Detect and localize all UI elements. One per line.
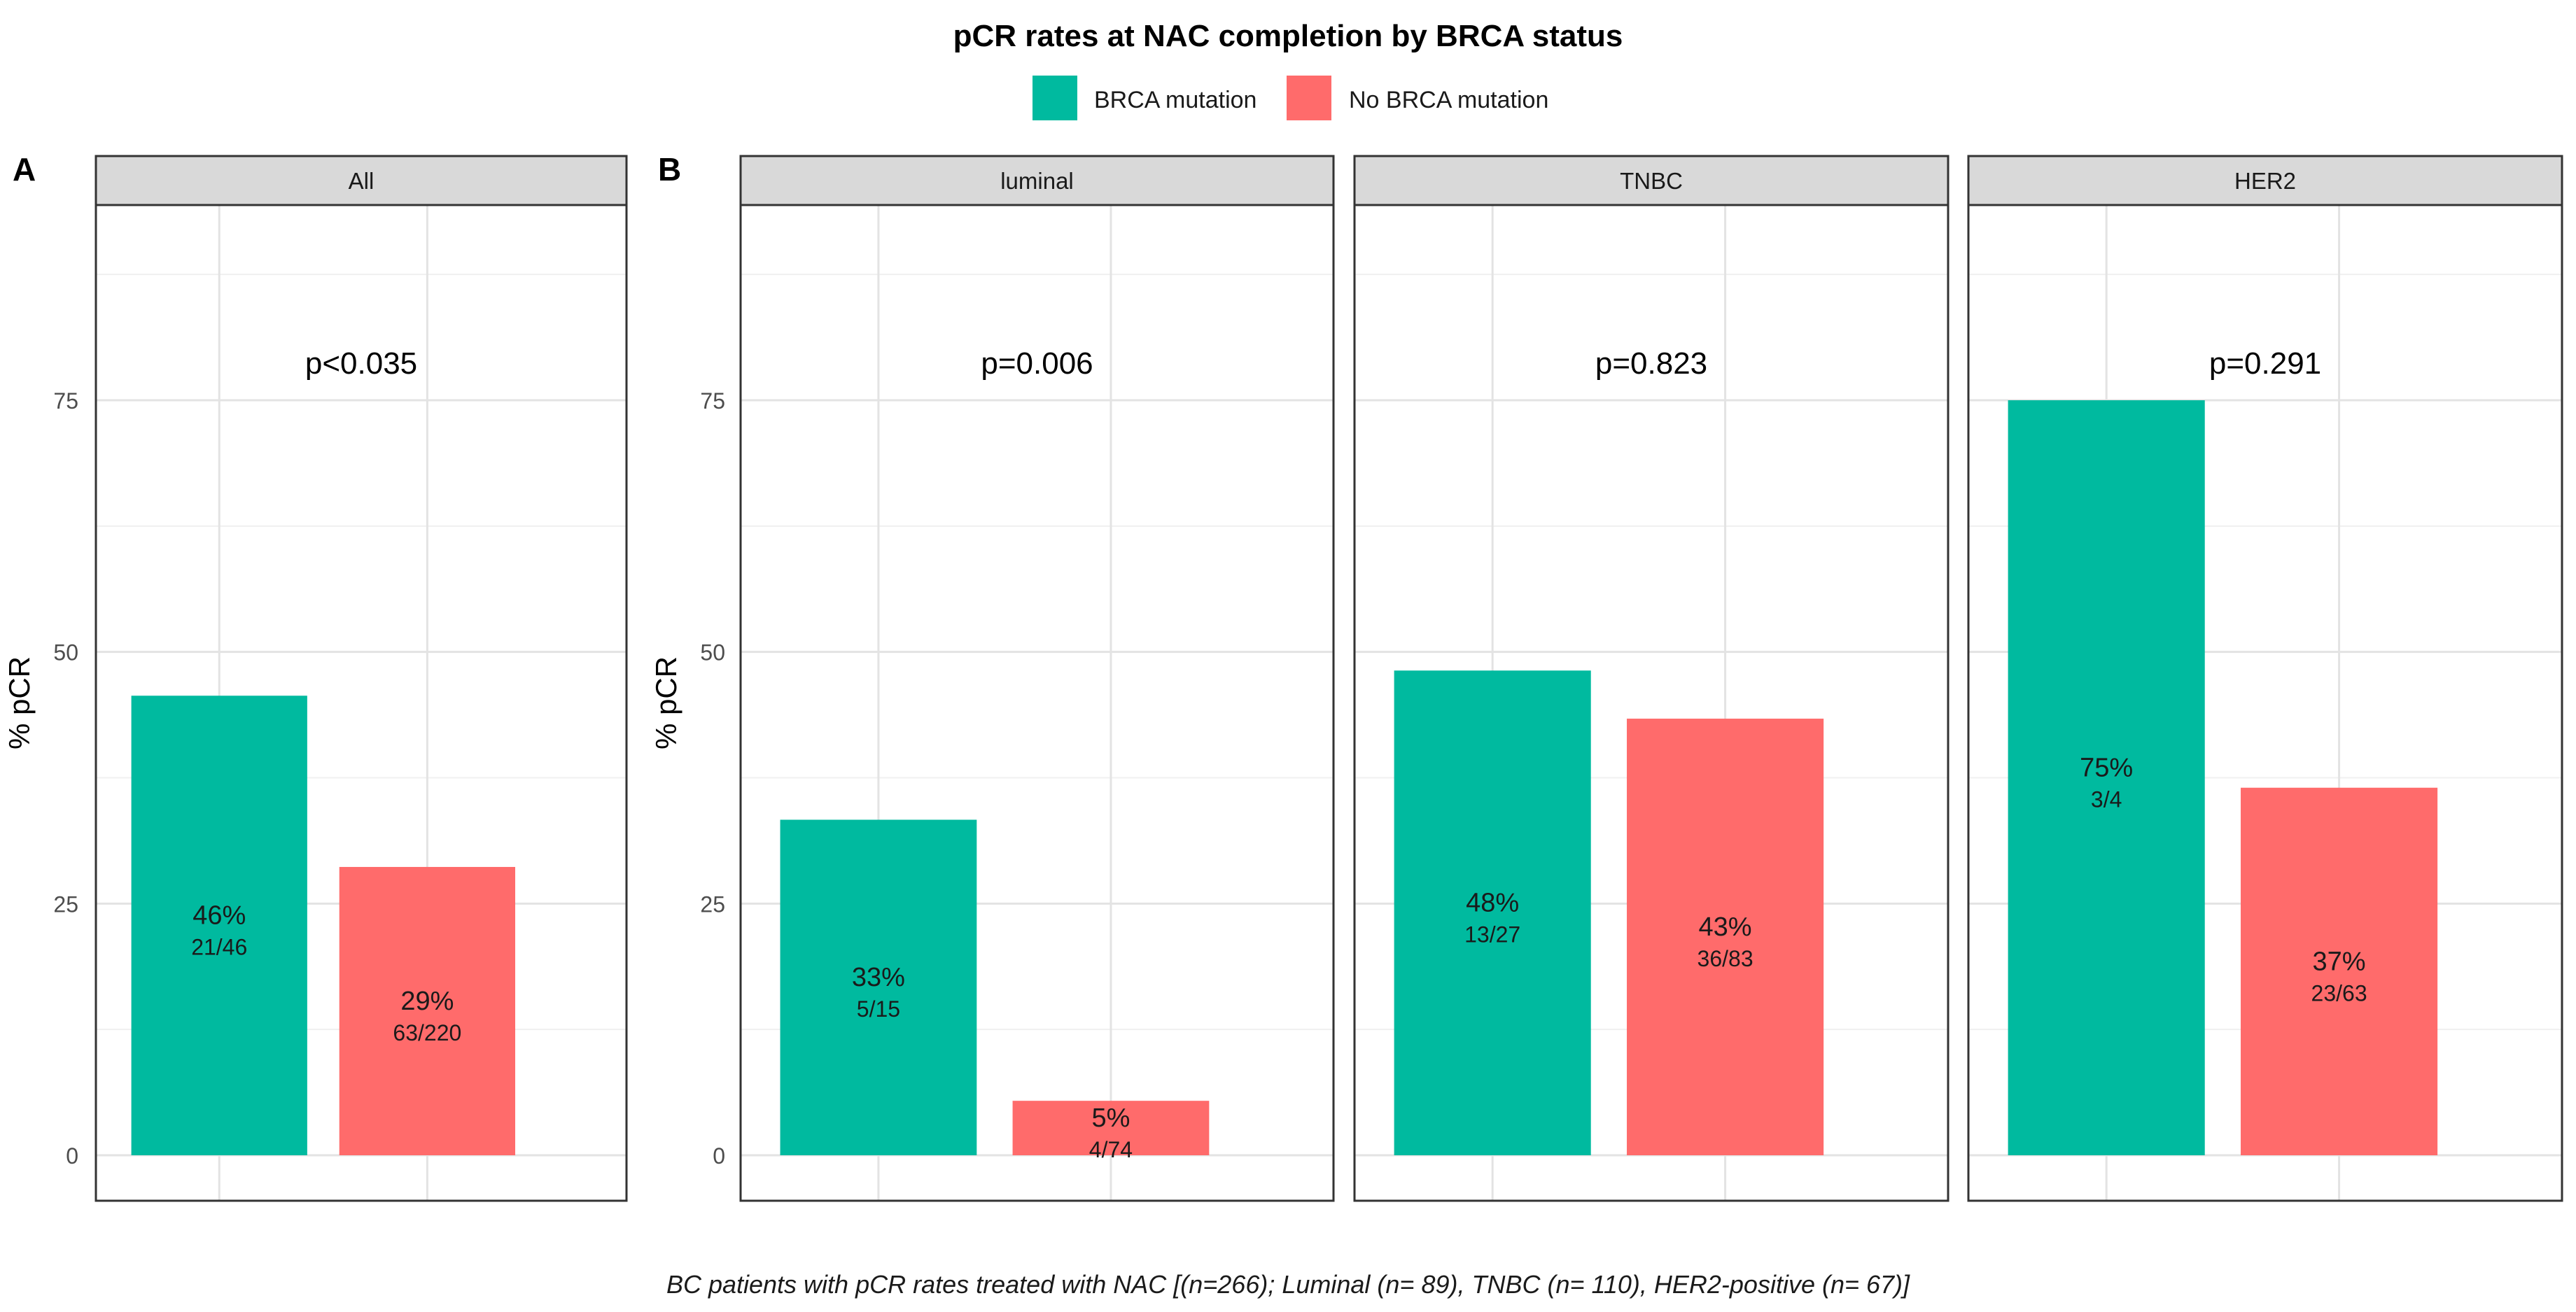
facet-border [739,204,1335,1202]
bar-frac-label: 63/220 [393,1020,461,1045]
bar-frac-label: 23/63 [2311,980,2367,1006]
facet-border [94,204,628,1202]
facet-strip-label: TNBC [1620,168,1683,194]
bar-pct-label: 33% [852,963,905,992]
y-tick-label: 50 [700,640,725,665]
bar-frac-label: 36/83 [1698,946,1754,971]
bar-no-brca [2241,787,2438,1155]
y-tick-label: 75 [700,388,725,414]
facet-strip-label: All [349,168,374,194]
bar-pct-label: 46% [192,901,246,931]
p-value-label: p<0.035 [305,346,417,381]
panel-b: B % pCR 0 25 50 75 luminal 33% 5/15 5% 4/74 p=0.006… [650,151,2563,1202]
panel-tag: B [658,151,681,188]
p-value-label: p=0.823 [1595,346,1707,381]
legend-label-no-brca: No BRCA mutation [1349,87,1548,113]
legend-swatch-brca [1032,76,1077,120]
facet-tnbc: TNBC 48% 13/27 43% 36/83 p=0.823 [1353,155,1949,1202]
bar-no-brca [1627,719,1824,1155]
bar-frac-label: 13/27 [1464,922,1520,947]
panel-a: A % pCR 0 25 50 75 All 46% 21/46 29% 63/220 p<0.035 [3,151,628,1202]
legend: BRCA mutation No BRCA mutation [1032,76,1548,120]
legend-label-brca: BRCA mutation [1094,87,1256,113]
bar-pct-label: 29% [400,987,454,1016]
bar-frac-label: 21/46 [191,935,247,960]
bar-brca [131,696,307,1155]
bar-frac-label: 4/74 [1089,1137,1133,1162]
facet-luminal: luminal 33% 5/15 5% 4/74 p=0.006 [739,155,1335,1202]
bar-pct-label: 43% [1699,912,1752,942]
facet-her2: HER2 75% 3/4 37% 23/63 p=0.291 [1967,155,2563,1202]
p-value-label: p=0.006 [981,346,1093,381]
bar-frac-label: 3/4 [2091,787,2122,812]
facet-all: All 46% 21/46 29% 63/220 p<0.035 [94,155,628,1202]
bar-pct-label: 37% [2313,947,2366,976]
facet-strip [94,155,628,206]
chart-caption: BC patients with pCR rates treated with … [666,1270,1910,1299]
bar-no-brca [339,866,516,1155]
bar-pct-label: 75% [2080,754,2133,783]
facet-strip [739,155,1335,206]
bar-no-brca [1012,1101,1210,1155]
y-tick-label: 50 [53,640,78,665]
bar-pct-label: 5% [1091,1103,1130,1133]
facet-strip-label: luminal [1000,168,1074,194]
y-tick-label: 25 [53,891,78,917]
p-value-label: p=0.291 [2209,346,2321,381]
bar-pct-label: 48% [1466,889,1519,918]
panels: A % pCR 0 25 50 75 All 46% 21/46 29% 63/220 p<0.035… [3,151,2563,1202]
bar-brca [2008,400,2205,1155]
y-axis-title: % pCR [3,656,36,749]
y-tick-label: 75 [53,388,78,414]
y-tick-label: 25 [700,891,725,917]
bar-brca [1394,670,1591,1155]
y-axis-title: % pCR [650,656,682,749]
bar-brca [780,819,977,1155]
chart-title: pCR rates at NAC completion by BRCA stat… [953,19,1623,53]
bar-frac-label: 5/15 [857,996,900,1022]
y-tick-label: 0 [66,1143,78,1169]
facet-border [1353,204,1949,1202]
legend-swatch-no-brca [1287,76,1331,120]
y-tick-label: 0 [713,1143,725,1169]
facet-border [1967,204,2563,1202]
facet-strip-label: HER2 [2234,168,2296,194]
panel-tag: A [13,151,36,188]
